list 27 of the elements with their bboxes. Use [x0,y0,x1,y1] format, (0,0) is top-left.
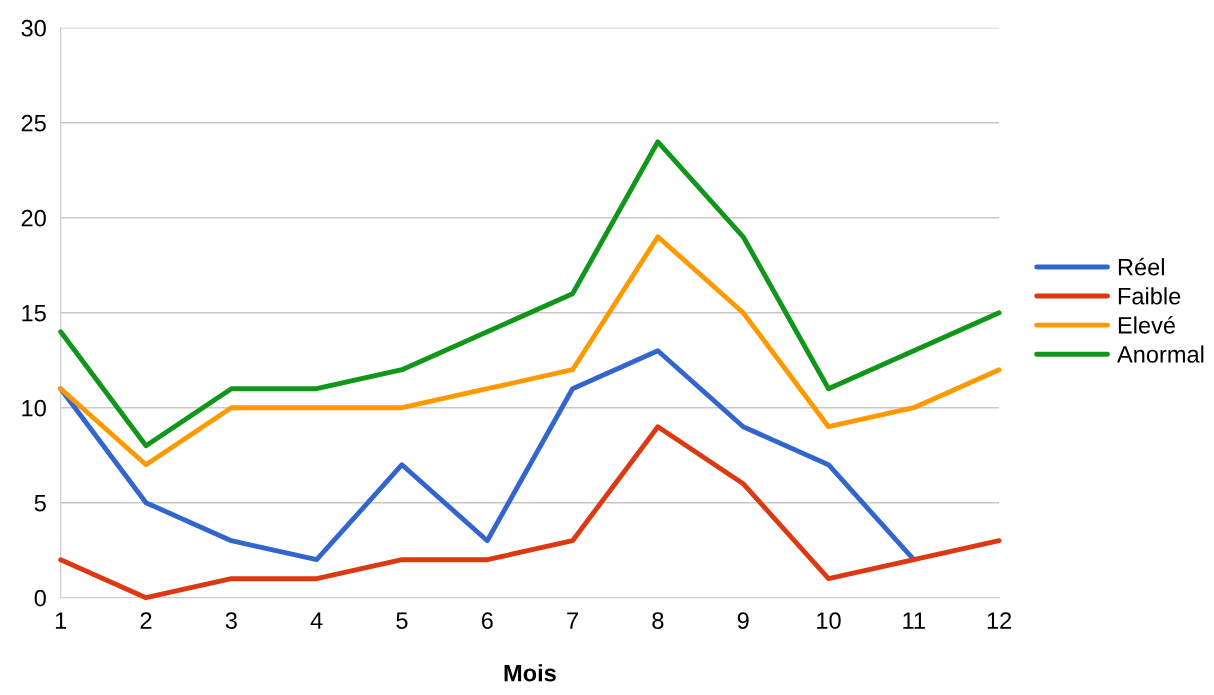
y-tick-label: 20 [21,209,46,227]
y-tick-label: 0 [34,589,46,607]
x-tick-label: 2 [140,612,152,629]
x-tick-label: 5 [396,612,408,629]
line-series [58,348,917,563]
y-tick-label: 30 [21,19,46,37]
line-series [58,139,1002,449]
legend-label: Faible [1118,287,1181,305]
x-tick-label: 11 [903,612,925,629]
legend-label: Anormal [1117,345,1204,363]
legend-label: Réel [1118,257,1164,276]
x-tick-label: 9 [737,612,749,629]
y-tick-label: 5 [34,495,46,512]
x-axis-title: Mois [504,664,556,682]
x-tick-label: 10 [817,612,841,629]
x-tick-label: 8 [652,612,664,629]
y-tick-label: 15 [22,305,46,322]
x-tick-label: 3 [225,612,237,629]
x-tick-label: 6 [481,612,493,629]
x-tick-label: 12 [987,612,1012,629]
x-tick-label: 1 [55,612,67,629]
x-tick-label: 4 [310,612,323,629]
y-tick-label: 10 [22,399,46,417]
line-series [58,234,1002,468]
legend-label: Elevé [1118,316,1175,334]
y-tick-label: 25 [21,114,46,132]
x-tick-label: 7 [567,612,578,629]
